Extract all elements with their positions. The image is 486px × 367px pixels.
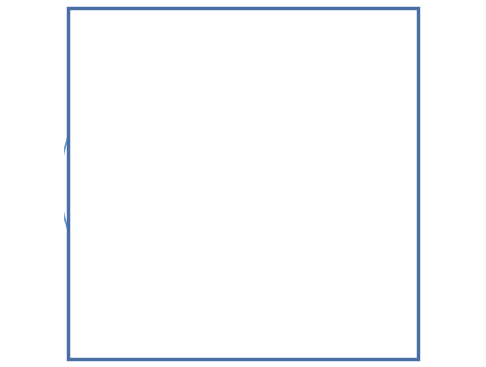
Text: e$^-$: e$^-$ xyxy=(165,313,181,324)
Circle shape xyxy=(267,189,291,214)
Text: e$^-$: e$^-$ xyxy=(189,259,204,270)
Text: proton: proton xyxy=(196,207,362,239)
Circle shape xyxy=(174,181,201,208)
Circle shape xyxy=(208,308,232,332)
Circle shape xyxy=(184,89,208,113)
Text: neutron: neutron xyxy=(211,124,372,172)
Circle shape xyxy=(184,254,208,278)
Circle shape xyxy=(102,153,126,178)
Text: e$^-$: e$^-$ xyxy=(271,195,286,206)
Circle shape xyxy=(174,159,201,186)
Circle shape xyxy=(267,153,291,178)
Circle shape xyxy=(192,167,218,193)
Circle shape xyxy=(102,189,126,214)
Text: e$^-$: e$^-$ xyxy=(271,159,286,170)
Circle shape xyxy=(161,308,185,332)
Circle shape xyxy=(164,151,228,216)
Text: e$^-$: e$^-$ xyxy=(189,94,204,105)
Text: Nucleus: Nucleus xyxy=(202,216,322,313)
FancyBboxPatch shape xyxy=(68,8,418,359)
Circle shape xyxy=(208,35,232,59)
Text: e$^-$: e$^-$ xyxy=(106,195,122,206)
Circle shape xyxy=(190,182,216,208)
Text: electron: electron xyxy=(179,40,393,58)
Text: e$^-$: e$^-$ xyxy=(212,40,227,51)
Text: e$^-$: e$^-$ xyxy=(106,159,122,170)
Text: e$^-$: e$^-$ xyxy=(212,313,227,324)
Text: e$^-$: e$^-$ xyxy=(165,40,181,51)
Circle shape xyxy=(161,35,185,59)
